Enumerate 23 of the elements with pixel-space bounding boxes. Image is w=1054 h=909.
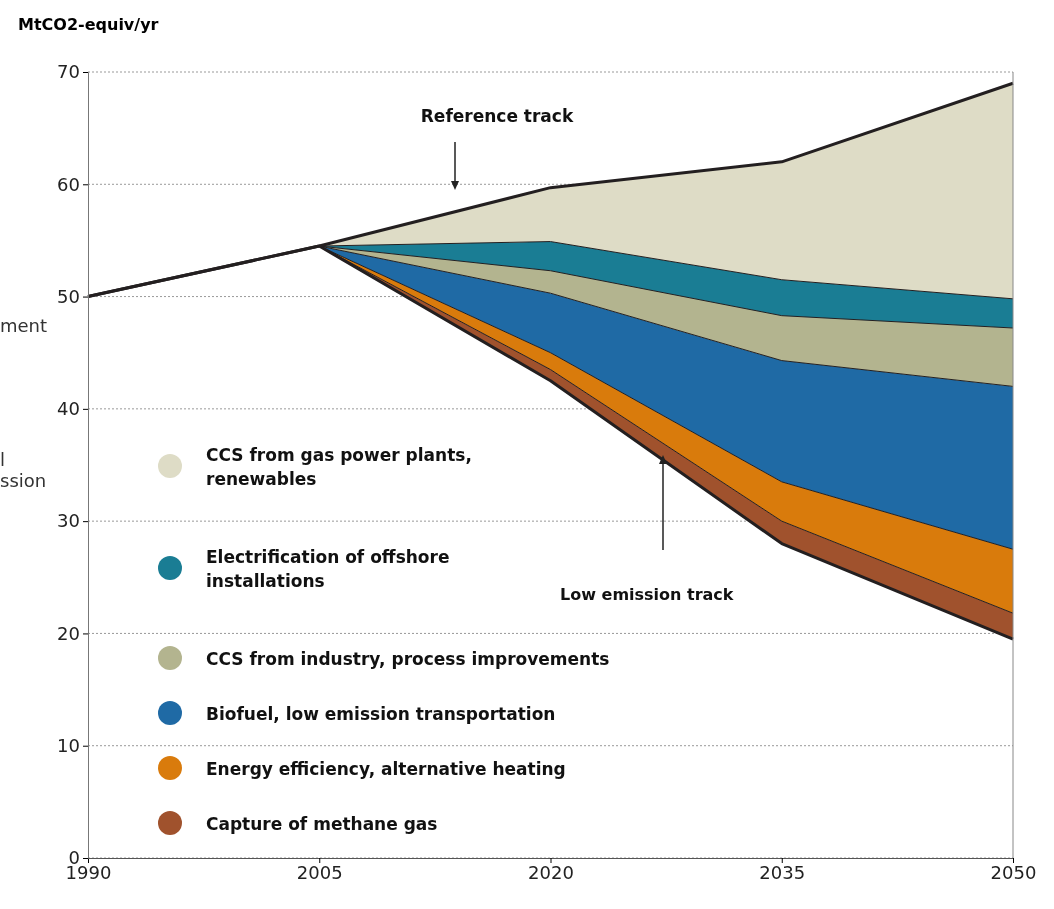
annotation: Low emission track — [560, 585, 734, 604]
text: ment — [0, 315, 48, 336]
legend-label: Energy efficiency, alternative heating — [206, 759, 566, 779]
y-tick-label: 40 — [57, 398, 80, 420]
x-tick-label: 2035 — [759, 861, 806, 883]
y-tick-label: 70 — [57, 61, 80, 83]
x-tick-label: 2050 — [990, 861, 1037, 883]
y-tick-label: 50 — [57, 285, 80, 307]
x-tick-label: 2005 — [296, 861, 343, 883]
y-tick-label: 30 — [57, 510, 80, 532]
text: l — [0, 449, 6, 470]
legend-label: Capture of methane gas — [206, 814, 438, 834]
y-tick-label: 20 — [57, 622, 80, 644]
legend-label: CCS from gas power plants, renewables — [206, 445, 472, 489]
text: ssion — [0, 470, 47, 491]
x-tick-label: 2020 — [528, 861, 574, 883]
legend-label: CCS from industry, process improvements — [206, 649, 610, 669]
y-axis-title: MtCO2-equiv/yr — [18, 15, 159, 34]
legend-label: Electrification of offshore installations — [206, 547, 450, 591]
y-tick-label: 10 — [57, 734, 80, 756]
annotation: Reference track — [420, 106, 574, 126]
legend-label: Biofuel, low emission transportation — [206, 704, 556, 724]
y-tick-label: 60 — [57, 173, 80, 195]
